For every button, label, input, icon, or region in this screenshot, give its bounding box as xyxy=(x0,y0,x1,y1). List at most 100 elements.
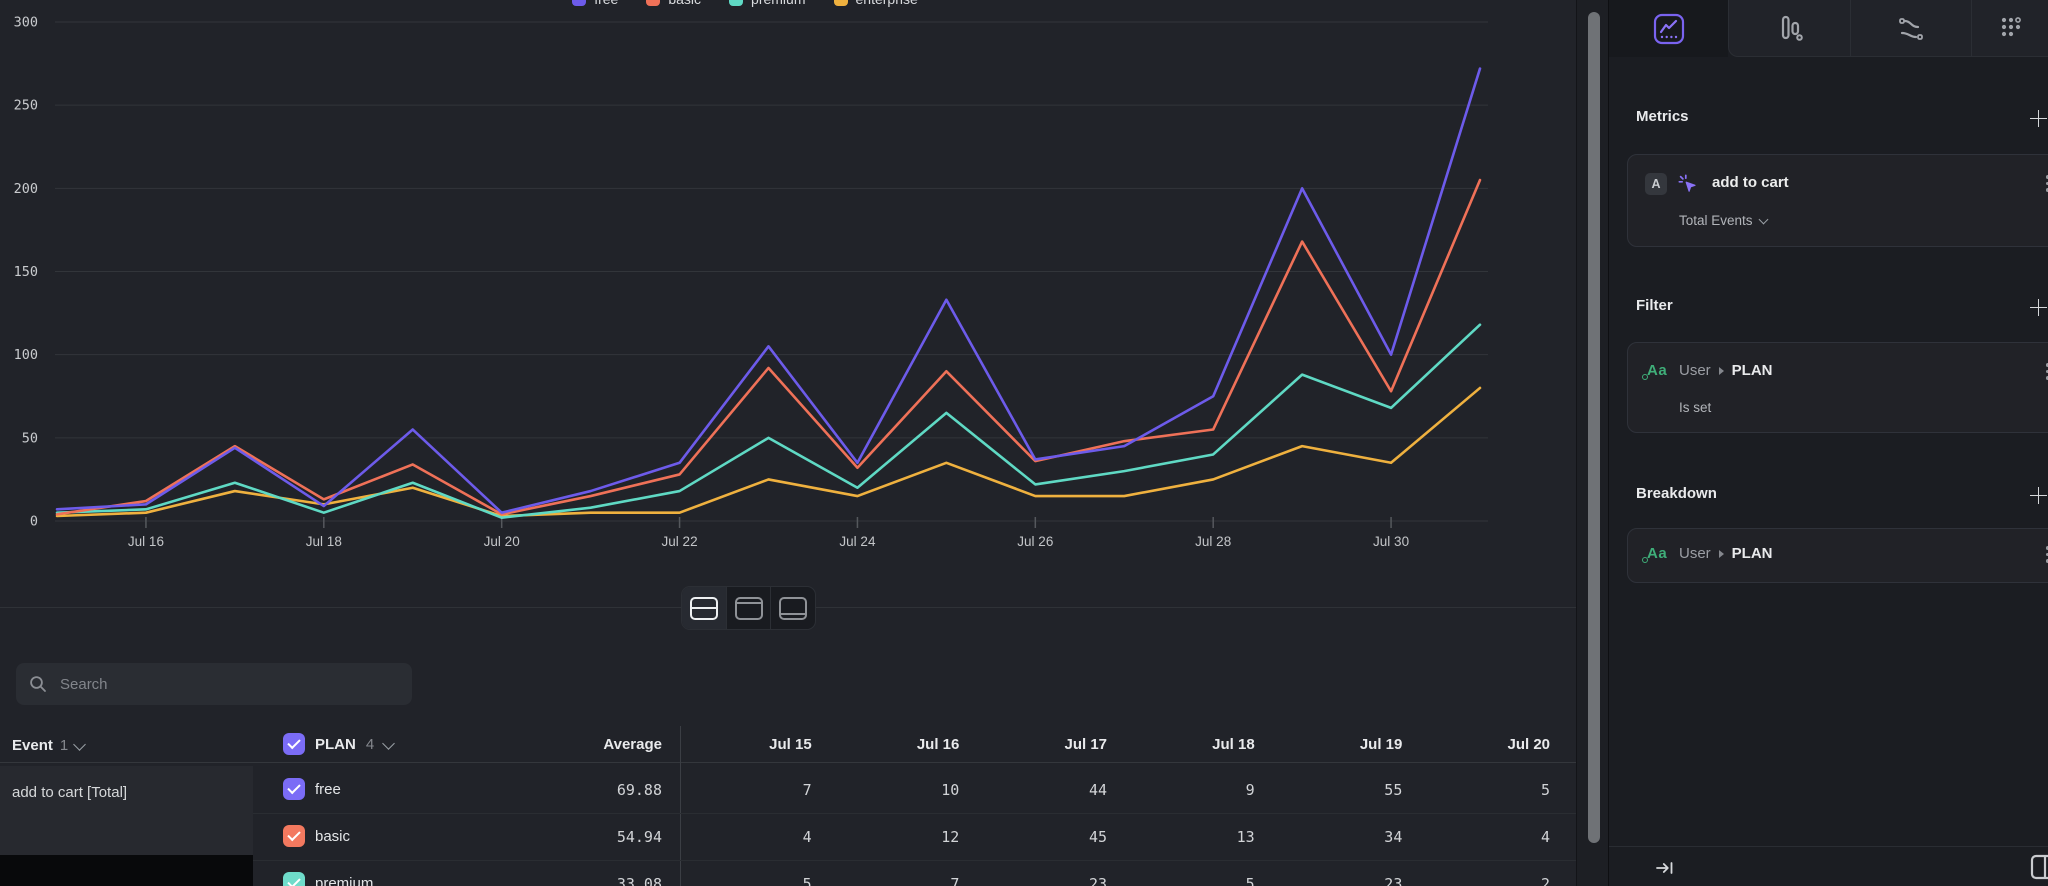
y-axis-label: 50 xyxy=(22,430,38,446)
average-column-header: Average xyxy=(603,736,662,753)
add-metric-button[interactable] xyxy=(2030,110,2047,127)
average-column-separator xyxy=(680,726,681,886)
add-breakdown-button[interactable] xyxy=(2030,487,2047,504)
line-chart: 0 50 100 150 200 250 300 Jul 16 Jul 18 Jul 20 Jul … xyxy=(14,15,1488,549)
metric-menu-button[interactable] xyxy=(2044,173,2048,194)
chart-focus-view-icon xyxy=(734,596,763,620)
row-date-values: 4 12 45 13 34 4 xyxy=(680,828,1566,846)
row-checkbox-basic[interactable] xyxy=(283,825,305,847)
search-input[interactable] xyxy=(58,674,399,694)
vertical-scrollbar-track xyxy=(1576,0,1609,886)
plan-header-label: PLAN xyxy=(315,735,356,753)
filter-property: PLAN xyxy=(1731,362,1773,379)
row-checkbox-premium[interactable] xyxy=(283,872,305,886)
table-cell: 5 xyxy=(802,875,812,886)
event-column-header[interactable]: Event 1 xyxy=(12,737,87,754)
date-column-header: Jul 18 xyxy=(1212,736,1255,753)
legend-label: enterprise xyxy=(856,0,918,7)
vertical-scrollbar-thumb[interactable] xyxy=(1588,12,1600,843)
table-cell: 12 xyxy=(941,828,960,846)
filter-menu-button[interactable] xyxy=(2044,361,2048,382)
metric-measure-dropdown[interactable]: Total Events xyxy=(1679,213,1768,228)
add-filter-button[interactable] xyxy=(2030,299,2047,316)
breakdown-menu-button[interactable] xyxy=(2044,544,2048,565)
chevron-down-icon[interactable] xyxy=(382,736,396,750)
table-row-free: free 69.88 7 10 44 9 55 5 xyxy=(0,766,1576,813)
x-axis-label: Jul 16 xyxy=(128,534,164,549)
series-line-basic[interactable] xyxy=(55,178,1482,516)
row-label: premium xyxy=(315,875,374,886)
y-axis-label: 150 xyxy=(14,264,38,280)
legend-swatch-icon xyxy=(729,0,744,6)
split-view-icon xyxy=(689,596,718,620)
series-line-premium[interactable] xyxy=(55,323,1482,519)
panel-columns-icon[interactable] xyxy=(2030,852,2048,882)
table-header-divider xyxy=(0,762,1576,763)
legend-item-basic[interactable]: basic xyxy=(646,0,701,8)
y-axis-label: 200 xyxy=(14,181,38,197)
row-average-value: 33.08 xyxy=(616,875,662,886)
text-property-icon: Aa xyxy=(1641,362,1668,380)
event-group-label: add to cart [Total] xyxy=(12,784,128,801)
filter-scope: User xyxy=(1679,362,1711,379)
metric-event-name: add to cart xyxy=(1712,174,1789,191)
metric-card[interactable]: A add to cart Total Events xyxy=(1627,154,2048,247)
flows-icon xyxy=(1899,18,1923,40)
y-axis-label: 0 xyxy=(30,514,38,530)
date-column-header: Jul 20 xyxy=(1507,736,1551,753)
chevron-right-icon xyxy=(1718,366,1724,375)
legend-swatch-icon xyxy=(572,0,587,6)
x-axis-label: Jul 24 xyxy=(839,534,876,549)
chevron-down-icon xyxy=(1758,214,1768,224)
tab-more-apps[interactable] xyxy=(1971,0,2048,57)
filter-condition-dropdown[interactable]: Is set xyxy=(1679,400,1711,415)
row-label: free xyxy=(315,781,341,798)
filter-card[interactable]: Aa User PLAN Is set xyxy=(1627,342,2048,433)
table-focus-view-button[interactable] xyxy=(770,587,815,629)
apps-grid-icon xyxy=(2001,17,2021,37)
search-icon xyxy=(30,676,46,692)
x-axis-label: Jul 30 xyxy=(1373,534,1409,549)
table-cell: 10 xyxy=(941,781,960,799)
x-axis-label: Jul 28 xyxy=(1195,534,1231,549)
table-cell: 5 xyxy=(1541,781,1551,799)
report-type-tabs xyxy=(1609,0,2048,57)
legend-label: free xyxy=(594,0,618,7)
split-view-button[interactable] xyxy=(682,587,726,629)
search-box[interactable] xyxy=(16,663,412,705)
tab-flows[interactable] xyxy=(1850,0,1971,57)
insights-line-chart-icon xyxy=(1653,13,1684,44)
row-divider xyxy=(253,813,1576,814)
x-axis-label: Jul 18 xyxy=(306,534,342,549)
row-checkbox-free[interactable] xyxy=(283,778,305,800)
series-line-free[interactable] xyxy=(55,67,1482,514)
sidebar-footer xyxy=(1609,846,2048,886)
y-axis-label: 250 xyxy=(14,98,38,114)
tab-bar-report[interactable] xyxy=(1728,0,1850,57)
series-line-enterprise[interactable] xyxy=(55,386,1482,518)
table-cell: 45 xyxy=(1088,828,1108,846)
table-cell: 34 xyxy=(1384,828,1403,846)
x-axis-label: Jul 20 xyxy=(484,534,520,549)
breakdown-scope: User xyxy=(1679,545,1711,562)
metrics-section-title: Metrics xyxy=(1636,108,1689,125)
date-column-header: Jul 17 xyxy=(1064,736,1108,753)
chart-focus-view-button[interactable] xyxy=(725,587,771,629)
event-group-cell[interactable]: add to cart [Total] xyxy=(0,766,253,855)
legend-item-premium[interactable]: premium xyxy=(729,0,806,8)
date-column-headers: Jul 15 Jul 16 Jul 17 Jul 18 Jul 19 Jul 20 xyxy=(680,736,1566,753)
legend-item-enterprise[interactable]: enterprise xyxy=(833,0,918,8)
row-date-values: 5 7 23 5 23 2 xyxy=(680,875,1566,886)
breakdown-card[interactable]: Aa User PLAN xyxy=(1627,528,2048,583)
table-cell: 44 xyxy=(1088,781,1108,799)
table-cell: 7 xyxy=(802,781,812,799)
chevron-right-icon xyxy=(1718,549,1724,558)
legend-item-free[interactable]: free xyxy=(572,0,618,8)
table-focus-view-icon xyxy=(779,596,808,620)
plan-select-all-checkbox[interactable] xyxy=(283,733,305,755)
tab-insights[interactable] xyxy=(1609,0,1728,57)
collapse-panel-arrow-to-bar-icon[interactable] xyxy=(1653,856,1677,880)
table-cell: 2 xyxy=(1541,875,1551,886)
legend-label: basic xyxy=(668,0,701,7)
